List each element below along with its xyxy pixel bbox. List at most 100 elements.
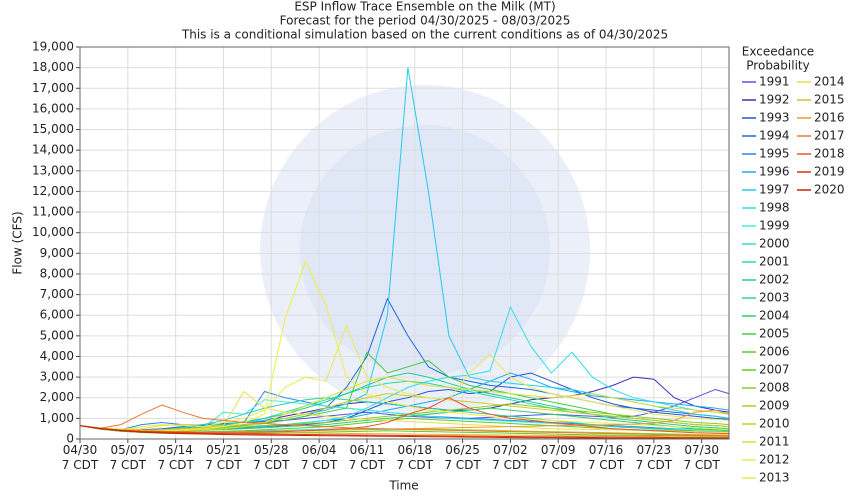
series-line — [79, 425, 729, 439]
y-axis-label: Flow (CFS) — [11, 211, 25, 274]
chart-subtitle: Forecast for the period 04/30/2025 - 08/… — [280, 14, 571, 28]
x-tick-label: 06/04 7 CDT — [301, 443, 338, 472]
legend-label: 1992 — [759, 93, 790, 107]
watermark — [260, 85, 590, 415]
legend-label: 2017 — [814, 129, 845, 143]
x-tick-date: 06/18 — [397, 443, 432, 457]
legend-label: 2002 — [759, 273, 790, 287]
x-tick-date: 06/04 — [302, 443, 337, 457]
x-tick-label: 05/21 7 CDT — [205, 443, 242, 472]
x-tick-label: 07/30 7 CDT — [683, 443, 720, 472]
y-tick-label: 0 — [66, 432, 74, 446]
y-tick-label: 8,000 — [40, 266, 74, 280]
y-tick-label: 1,000 — [40, 411, 74, 425]
x-tick-time: 7 CDT — [253, 458, 290, 472]
x-tick-time: 7 CDT — [492, 458, 529, 472]
x-tick-time: 7 CDT — [444, 458, 481, 472]
y-tick-label: 3,000 — [40, 370, 74, 384]
x-tick-time: 7 CDT — [157, 458, 194, 472]
x-tick-date: 07/23 — [637, 443, 672, 457]
series-line — [79, 407, 730, 433]
legend-label: 2001 — [759, 255, 790, 269]
x-tick-label: 04/30 7 CDT — [62, 443, 99, 472]
x-tick-time: 7 CDT — [301, 458, 338, 472]
x-tick-time: 7 CDT — [349, 458, 386, 472]
y-tick-label: 11,000 — [32, 205, 74, 219]
x-tick-date: 05/14 — [158, 443, 193, 457]
legend-label: 2014 — [814, 75, 845, 89]
legend-title: Exceedance — [742, 45, 814, 59]
x-tick-label: 06/25 7 CDT — [444, 443, 481, 472]
y-tick-label: 15,000 — [32, 122, 74, 136]
series-line — [79, 393, 730, 431]
series-line — [79, 425, 729, 439]
y-tick-label: 5,000 — [40, 328, 74, 342]
x-tick-date: 07/02 — [493, 443, 528, 457]
x-tick-date: 06/11 — [350, 443, 385, 457]
x-tick-date: 04/30 — [63, 443, 98, 457]
legend-label: 2012 — [759, 453, 790, 467]
legend-label: 2016 — [814, 111, 845, 125]
x-tick-label: 07/23 7 CDT — [636, 443, 673, 472]
series-line — [79, 404, 730, 437]
legend-label: 2005 — [759, 327, 790, 341]
x-tick-date: 07/30 — [684, 443, 719, 457]
legend-label: 2015 — [814, 93, 845, 107]
legend-label: 2008 — [759, 381, 790, 395]
y-tick-label: 17,000 — [32, 81, 74, 95]
x-tick-date: 05/28 — [254, 443, 289, 457]
y-tick-label: 16,000 — [32, 101, 74, 115]
legend-subtitle: Probability — [746, 59, 809, 73]
x-tick-time: 7 CDT — [110, 458, 147, 472]
legend-label: 2011 — [759, 435, 790, 449]
x-tick-time: 7 CDT — [540, 458, 577, 472]
legend-label: 1991 — [759, 75, 790, 89]
legend-label: 2007 — [759, 363, 790, 377]
legend-label: 2010 — [759, 417, 790, 431]
x-tick-time: 7 CDT — [636, 458, 673, 472]
x-tick-label: 05/07 7 CDT — [110, 443, 147, 472]
legend-label: 1993 — [759, 111, 790, 125]
legend-label: 1997 — [759, 183, 790, 197]
watermark-disc — [260, 85, 590, 415]
x-tick-label: 07/02 7 CDT — [492, 443, 529, 472]
x-tick-time: 7 CDT — [683, 458, 720, 472]
legend-label: 2003 — [759, 291, 790, 305]
y-tick-label: 4,000 — [40, 349, 74, 363]
y-tick-label: 2,000 — [40, 390, 74, 404]
chart-note: This is a conditional simulation based o… — [181, 28, 668, 42]
plot-frame — [79, 46, 730, 440]
x-tick-time: 7 CDT — [62, 458, 99, 472]
x-tick-date: 05/07 — [111, 443, 146, 457]
x-tick-label: 05/28 7 CDT — [253, 443, 290, 472]
x-tick-time: 7 CDT — [588, 458, 625, 472]
watermark-inner — [300, 125, 550, 375]
y-tick-label: 12,000 — [32, 184, 74, 198]
series-line — [79, 390, 730, 433]
legend-label: 2006 — [759, 345, 790, 359]
x-tick-time: 7 CDT — [205, 458, 242, 472]
y-tick-label: 9,000 — [40, 246, 74, 260]
y-tick-label: 18,000 — [32, 60, 74, 74]
x-tick-label: 06/11 7 CDT — [349, 443, 386, 472]
legend-label: 1998 — [759, 201, 790, 215]
y-tick-label: 6,000 — [40, 308, 74, 322]
y-tick-label: 14,000 — [32, 143, 74, 157]
series-line — [79, 324, 730, 431]
legend-label: 1999 — [759, 219, 790, 233]
series-line — [79, 397, 730, 435]
x-tick-date: 06/25 — [445, 443, 480, 457]
y-tick-label: 19,000 — [32, 40, 74, 54]
x-tick-label: 07/09 7 CDT — [540, 443, 577, 472]
x-tick-label: 05/14 7 CDT — [157, 443, 194, 472]
x-tick-date: 07/16 — [589, 443, 624, 457]
x-axis-label: Time — [388, 479, 418, 493]
y-tick-label: 13,000 — [32, 163, 74, 177]
legend-label: 2013 — [759, 471, 790, 485]
legend-label: 1994 — [759, 129, 790, 143]
y-tick-label: 7,000 — [40, 287, 74, 301]
legend-label: 2009 — [759, 399, 790, 413]
chart-title: ESP Inflow Trace Ensemble on the Milk (M… — [294, 0, 555, 14]
legend-label: 1996 — [759, 165, 790, 179]
